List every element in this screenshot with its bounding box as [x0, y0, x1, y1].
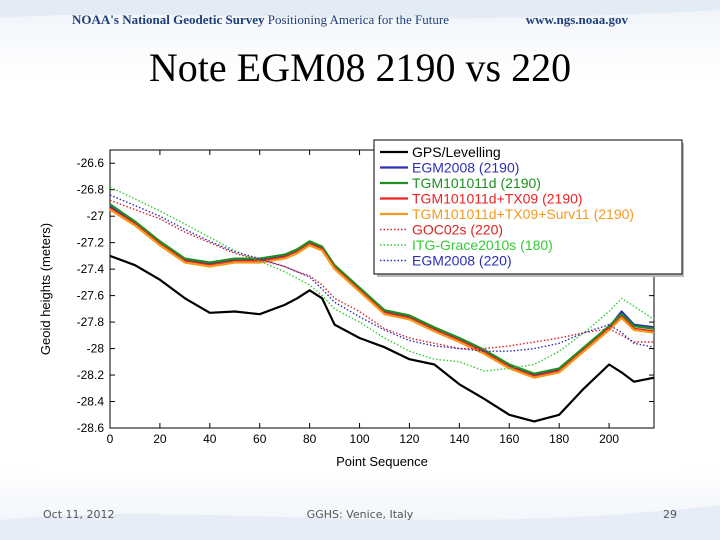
website-url: www.ngs.noaa.gov	[525, 12, 628, 27]
x-axis-label: Point Sequence	[336, 454, 428, 469]
x-tick-label: 200	[599, 432, 619, 446]
footer-conference: GGHS: Venice, Italy	[306, 508, 414, 521]
series-line-7	[109, 194, 655, 352]
legend-label-4: TGM101011d+TX09+Surv11 (2190)	[412, 206, 634, 222]
x-tick-label: 100	[350, 432, 370, 446]
x-tick-label: 60	[253, 432, 267, 446]
footer: Oct 11, 2012 GGHS: Venice, Italy 29	[0, 498, 720, 530]
x-tick-label: 40	[203, 432, 217, 446]
footer-date: Oct 11, 2012	[43, 508, 115, 521]
y-tick-label: -27.4	[77, 262, 105, 276]
series-line-6	[109, 186, 655, 372]
y-tick-label: -28	[87, 342, 105, 356]
page-number: 29	[663, 508, 677, 521]
legend-label-1: EGM2008 (2190)	[412, 160, 519, 176]
x-tick-label: 20	[153, 432, 167, 446]
y-tick-label: -28.2	[77, 368, 105, 382]
tagline: Positioning America for the Future	[267, 12, 449, 27]
series-line-5	[109, 199, 654, 350]
x-tick-label: 120	[399, 432, 419, 446]
y-tick-label: -27.2	[77, 236, 105, 250]
legend-label-3: TGM101011d+TX09 (2190)	[412, 191, 583, 207]
slide-title: Note EGM08 2190 vs 220	[148, 45, 572, 90]
series-line-0	[109, 254, 655, 423]
y-tick-label: -28.4	[77, 395, 105, 409]
x-tick-label: 80	[303, 432, 317, 446]
y-tick-label: -26.8	[77, 183, 105, 197]
legend-label-6: ITG-Grace2010s (180)	[412, 237, 553, 253]
series-line-4	[109, 208, 655, 379]
legend-label-2: TGM101011d (2190)	[412, 175, 541, 191]
header-bar: NOAA's National Geodetic Survey Position…	[0, 0, 720, 40]
geoid-heights-chart: -26.6 -26.8 -27 -27.2 -27.4 -27.6 -27.8 -28 -28.…	[38, 139, 685, 469]
y-axis-label: Geoid heights (meters)	[38, 223, 53, 355]
legend-label-7: EGM2008 (220)	[412, 253, 512, 269]
brand-text: NOAA's National Geodetic Survey Position…	[72, 12, 449, 28]
legend-box	[373, 139, 683, 275]
y-tick-label: -26.6	[77, 156, 105, 170]
legend-label-5: GOC02s (220)	[412, 222, 503, 238]
y-tick-label: -28.6	[77, 421, 105, 435]
y-tick-label: -27.6	[77, 289, 105, 303]
y-tick-label: -27	[87, 209, 105, 223]
x-tick-label: 180	[549, 432, 569, 446]
series-line-2	[109, 203, 655, 375]
x-tick-label: 140	[449, 432, 469, 446]
org-name: NOAA's National Geodetic Survey	[72, 12, 265, 27]
y-tick-label: -27.8	[77, 315, 105, 329]
legend-label-0: GPS/Levelling	[412, 144, 501, 160]
x-tick-label: 0	[107, 432, 114, 446]
x-tick-label: 160	[499, 432, 519, 446]
chart-container: -26.6 -26.8 -27 -27.2 -27.4 -27.6 -27.8 -28 -28.…	[36, 134, 685, 472]
